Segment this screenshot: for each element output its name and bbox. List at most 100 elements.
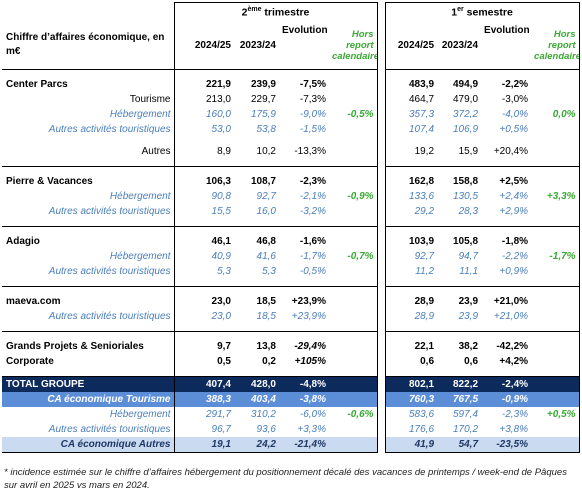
spacer xyxy=(384,369,438,377)
empty-cell xyxy=(531,264,580,279)
value-cell: -21,4% xyxy=(279,437,329,453)
data-row: Autres activités touristiques 53,0 53,8 -1,… xyxy=(2,122,580,137)
value-cell: +23,9% xyxy=(291,296,326,307)
row-label: Autres activités touristiques xyxy=(2,422,175,437)
gap xyxy=(377,437,386,453)
value-cell: +4,2% xyxy=(499,356,529,367)
value-cell: -1,5% xyxy=(299,124,326,135)
value-cell: -1,6% xyxy=(299,236,326,247)
spacer xyxy=(279,137,329,144)
data-row: Pierre & Vacances 106,3 108,7 -2,3% 162,8 158… xyxy=(2,174,580,189)
group-title-superscript: er xyxy=(457,5,464,13)
value-cell: 403,4 xyxy=(234,392,279,407)
spacer xyxy=(173,279,234,287)
value-cell: 90,8 xyxy=(173,189,234,204)
value-cell: 19,1 xyxy=(173,437,234,453)
value-cell: -0,5% xyxy=(299,266,326,277)
value-cell: -13,3% xyxy=(294,146,326,157)
revenue-table: 2ème trimestre 1er semestre Chiffre d’affa… xyxy=(2,2,580,453)
spacer xyxy=(531,137,580,144)
value-cell: 291,7 xyxy=(173,407,234,422)
gap xyxy=(377,69,386,77)
empty-cell xyxy=(329,339,378,354)
empty-cell xyxy=(329,122,378,137)
empty-cell xyxy=(329,204,378,219)
spacer xyxy=(329,166,378,174)
spacer xyxy=(481,369,531,377)
group-title-text: semestre xyxy=(463,6,513,19)
value-cell: -6,0% xyxy=(299,409,326,420)
empty-cell xyxy=(329,422,378,437)
row-label: Hébergement xyxy=(2,189,175,204)
value-cell: 0,6 xyxy=(464,356,479,367)
empty-cell xyxy=(531,354,580,369)
value-cell: +21,0% xyxy=(493,311,529,322)
spacer xyxy=(437,331,482,339)
spacer xyxy=(531,331,580,339)
value-cell: 105,8 xyxy=(453,236,479,247)
value-cell: 160,0 xyxy=(173,107,234,122)
spacer xyxy=(531,166,580,174)
gap xyxy=(377,137,386,144)
spacer xyxy=(437,166,482,174)
spacer xyxy=(384,137,438,144)
value-cell: 106,3 xyxy=(173,174,234,189)
spacer xyxy=(531,226,580,234)
value-cell: +3,3% xyxy=(297,424,326,435)
value-cell: 46,1 xyxy=(173,234,234,249)
gap xyxy=(377,159,386,167)
gap xyxy=(377,339,386,354)
value-cell: 53,0 xyxy=(173,122,234,137)
spacer xyxy=(234,69,279,77)
empty-cell xyxy=(531,339,580,354)
spacer xyxy=(531,369,580,377)
spacer xyxy=(384,159,438,167)
value-cell: +0,9% xyxy=(499,266,529,277)
value-cell: 428,0 xyxy=(234,376,279,392)
data-row: Autres activités touristiques 15,5 16,0 -3,… xyxy=(2,204,580,219)
value-cell: -0,6% xyxy=(329,407,378,422)
spacer xyxy=(481,331,532,339)
value-cell: -3,0% xyxy=(501,94,529,105)
value-cell: 38,2 xyxy=(458,341,479,352)
data-row: Center Parcs 221,9 239,9 -7,5% 483,9 494,9 -2,… xyxy=(2,77,580,92)
spacer xyxy=(2,166,175,174)
empty-cell xyxy=(531,422,580,437)
gap xyxy=(377,122,386,137)
gap xyxy=(377,189,386,204)
spacer xyxy=(481,69,532,77)
value-cell: 0,5 xyxy=(173,354,234,369)
spacer xyxy=(173,286,234,294)
spacer xyxy=(2,219,175,227)
gap xyxy=(377,376,386,392)
spacer xyxy=(384,166,438,174)
value-cell: 239,9 xyxy=(250,79,276,90)
gap xyxy=(377,174,386,189)
empty-cell xyxy=(531,92,580,107)
spacer xyxy=(437,226,482,234)
value-cell: 23,9 xyxy=(458,311,479,322)
value-cell: 0,6 xyxy=(384,354,438,369)
gap xyxy=(377,407,386,422)
spacer-row xyxy=(2,286,580,294)
value-cell: 23,0 xyxy=(173,294,234,309)
spacer xyxy=(437,219,481,227)
empty-cell xyxy=(531,376,580,392)
value-cell: 24,2 xyxy=(234,437,279,453)
spacer xyxy=(329,324,378,332)
value-cell: 29,2 xyxy=(384,204,438,219)
spacer xyxy=(437,324,481,332)
empty-cell xyxy=(329,437,378,453)
value-cell: 106,9 xyxy=(453,124,479,135)
value-cell: +2,4% xyxy=(499,191,529,202)
value-cell: +21,0% xyxy=(493,296,529,307)
table-body: 2ème trimestre 1er semestre Chiffre d’affa… xyxy=(2,2,580,453)
value-cell: 176,6 xyxy=(384,422,438,437)
data-row: Corporate 0,5 0,2 +105% 0,6 0,6 +4,2% xyxy=(2,354,580,369)
row-label: Autres activités touristiques xyxy=(2,264,175,279)
spacer xyxy=(2,286,175,294)
value-cell: -3,8% xyxy=(279,392,329,407)
gap xyxy=(377,279,386,287)
value-cell: 357,3 xyxy=(384,107,438,122)
row-label: CA économique Autres xyxy=(2,437,175,453)
